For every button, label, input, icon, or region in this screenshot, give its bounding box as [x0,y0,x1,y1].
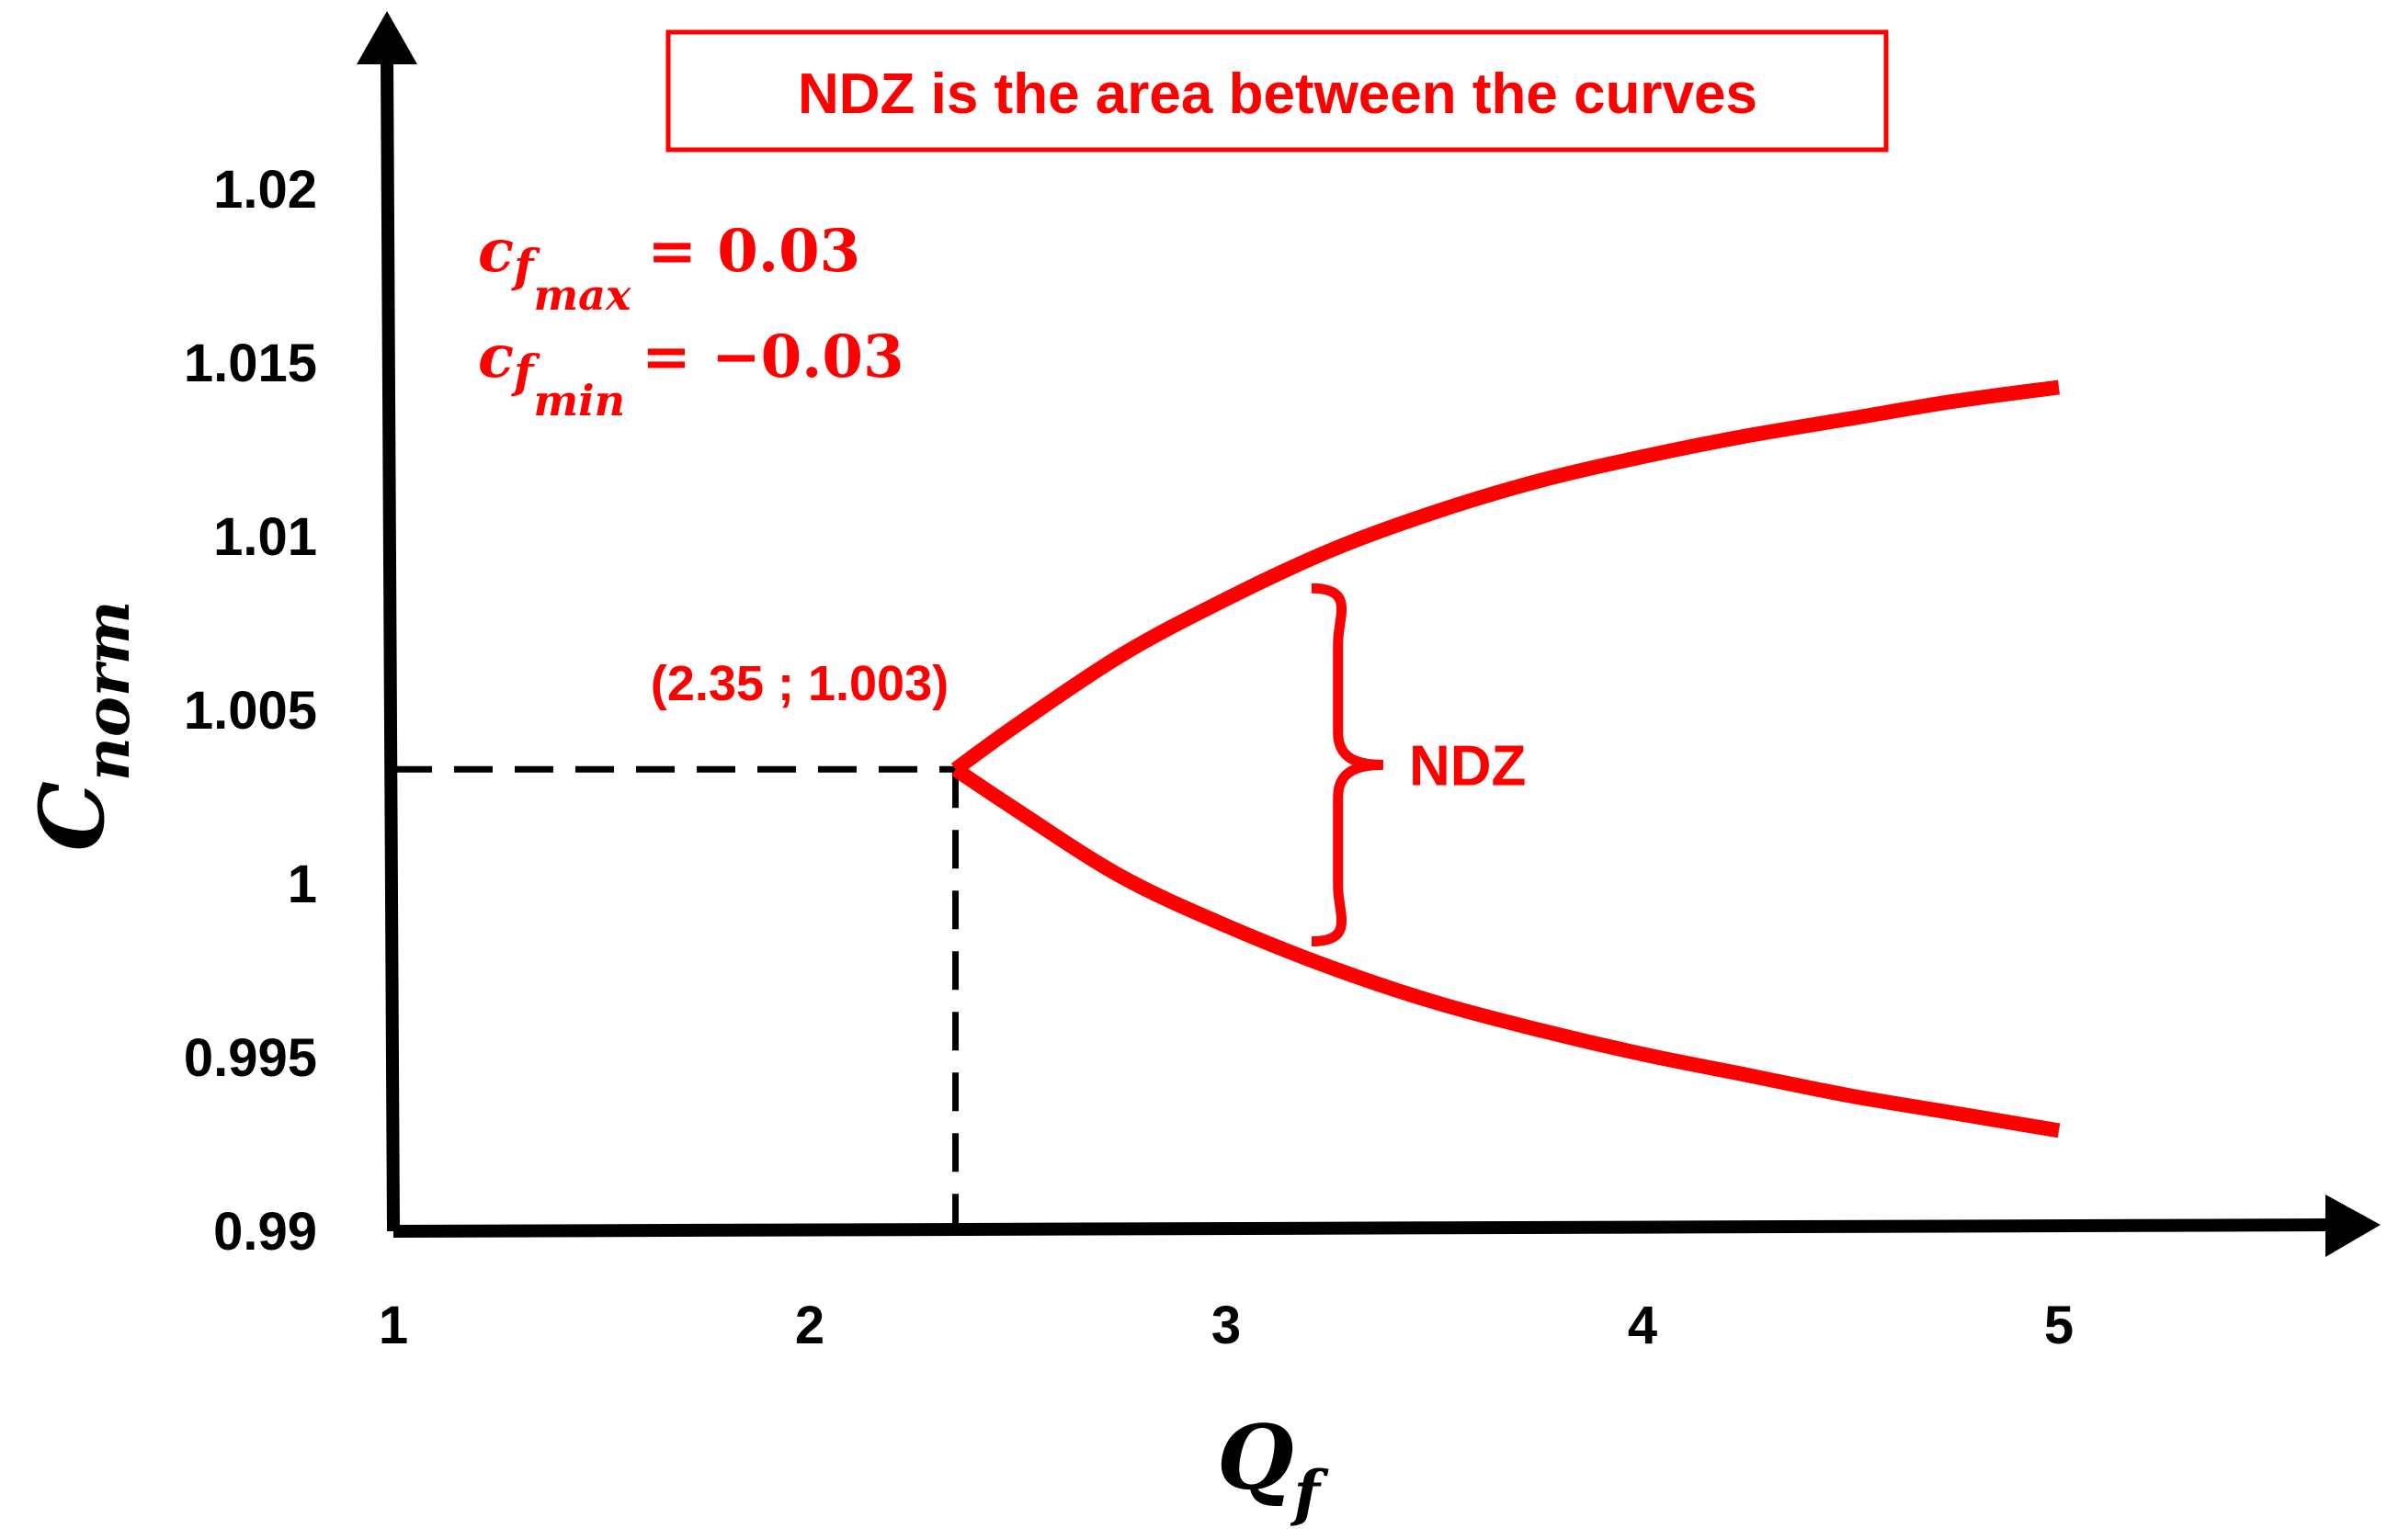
x-tick-label: 1 [379,1296,408,1355]
cf-max-value: = 0.03 [647,217,860,286]
y-axis-arrowhead [357,11,417,64]
x-tick-label: 3 [1211,1296,1241,1355]
y-tick-label: 1.005 [184,681,317,741]
y-axis-line [381,54,400,1232]
x-axis-title-sub: f [1290,1457,1329,1529]
cf-max-var: c [478,217,514,286]
y-tick-label: 1.02 [213,160,317,220]
y-tick-label: 1.015 [184,334,317,393]
point-label: (2.35 ; 1.003) [651,656,949,711]
cf-min-var: c [478,323,514,391]
cf-max-equation: cfmax= 0.03 [478,217,860,320]
y-axis-title-main: C [20,781,124,851]
y-axis-title: Cnorm [20,600,143,851]
x-tick-label: 5 [2044,1296,2074,1355]
x-axis-title-main: Q [1217,1406,1294,1510]
y-tick-label: 1 [288,855,317,914]
banner-text: NDZ is the area between the curves [798,62,1757,126]
lower-curve [951,763,2061,1138]
x-tick-label: 4 [1628,1296,1657,1355]
x-axis-arrowhead [2325,1195,2381,1257]
ndz-brace [1311,583,1384,947]
ndz-label: NDZ [1409,734,1526,798]
y-tick-label: 0.995 [184,1028,317,1088]
x-tick-labels: 1 2 3 4 5 [379,1296,2074,1355]
y-tick-labels: 0.99 0.995 1 1.005 1.01 1.015 1.02 [184,160,317,1262]
banner-box [665,29,1889,153]
cf-min-value: = −0.03 [642,323,904,391]
x-tick-label: 2 [795,1296,824,1355]
y-tick-label: 0.99 [213,1202,317,1262]
y-axis-title-sub: norm [72,600,143,781]
cf-min-equation: cfmin= −0.03 [478,323,904,425]
cf-min-subsub: min [533,376,625,425]
cf-max-subsub: max [533,270,631,320]
x-axis-line [392,1218,2354,1238]
y-tick-label: 1.01 [213,507,317,567]
x-axis-title: Qf [1217,1406,1329,1529]
upper-curve [950,379,2061,776]
